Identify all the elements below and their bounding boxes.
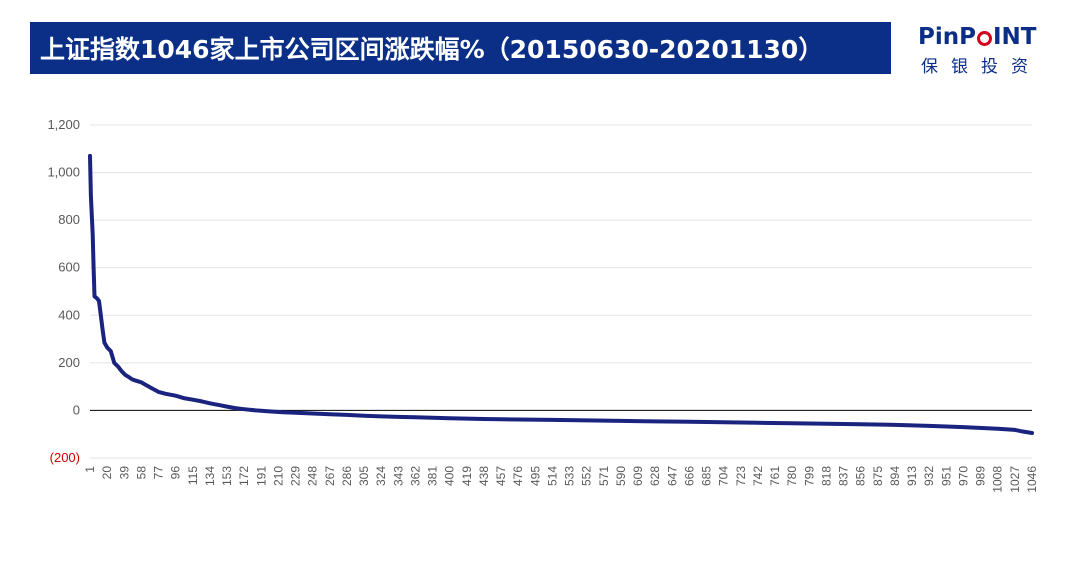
series-line — [88, 153, 1034, 435]
x-tick-label: 818 — [819, 466, 833, 486]
logo-word-right: INT — [992, 24, 1037, 50]
x-tick-label: 590 — [614, 466, 628, 486]
page-title: 上证指数1046家上市公司区间涨跌幅%（20150630-20201130） — [30, 22, 891, 74]
y-tick-label: 800 — [58, 212, 80, 227]
x-tick-label: 647 — [665, 466, 679, 486]
x-tick-label: 704 — [717, 466, 731, 486]
y-tick-label: 0 — [73, 402, 80, 417]
x-tick-label: 115 — [186, 466, 200, 485]
chart-series — [88, 153, 1034, 435]
x-tick-label: 267 — [323, 466, 337, 486]
x-tick-label: 533 — [563, 466, 577, 486]
x-tick-label: 305 — [357, 466, 371, 486]
x-tick-label: 476 — [511, 466, 525, 486]
x-tick-label: 1046 — [1025, 466, 1039, 493]
y-tick-label: 400 — [58, 307, 80, 322]
x-tick-label: 666 — [682, 466, 696, 486]
x-tick-label: 951 — [939, 466, 953, 486]
x-tick-label: 324 — [374, 466, 388, 486]
x-tick-label: 1008 — [991, 466, 1005, 493]
x-tick-label: 628 — [648, 466, 662, 486]
x-tick-label: 514 — [545, 466, 559, 486]
x-tick-label: 438 — [477, 466, 491, 486]
x-tick-label: 58 — [134, 466, 148, 480]
x-tick-label: 723 — [734, 466, 748, 486]
red-ring-o-icon — [976, 30, 992, 46]
x-tick-label: 989 — [974, 466, 988, 486]
x-tick-label: 875 — [871, 466, 885, 486]
x-tick-label: 609 — [631, 466, 645, 486]
x-tick-label: 894 — [888, 466, 902, 486]
x-tick-label: 381 — [426, 466, 440, 486]
x-tick-label: 191 — [254, 466, 268, 486]
x-tick-label: 362 — [408, 466, 422, 486]
y-axis: 1,200 1,000 800 600 400 200 0 (200) — [47, 117, 80, 465]
logo-word-left: PinP — [918, 24, 976, 50]
x-tick-label: 571 — [597, 466, 611, 486]
page-title-text: 上证指数1046家上市公司区间涨跌幅%（20150630-20201130） — [40, 35, 824, 64]
y-tick-label: 1,000 — [47, 165, 80, 180]
x-tick-label: 685 — [700, 466, 714, 486]
x-tick-label: 419 — [460, 466, 474, 486]
x-tick-label: 495 — [528, 466, 542, 486]
pinpoint-logo: PinP INT 保银投资 — [918, 22, 1058, 78]
x-tick-label: 286 — [340, 466, 354, 486]
x-tick-label: 761 — [768, 466, 782, 486]
x-tick-label: 172 — [237, 466, 251, 486]
x-tick-label: 134 — [203, 466, 217, 486]
x-tick-label: 39 — [117, 466, 131, 480]
logo-subtitle: 保银投资 — [921, 57, 1041, 77]
logo-wordmark: PinP INT — [918, 22, 1058, 52]
y-tick-label: 1,200 — [47, 117, 80, 132]
x-tick-label: 837 — [837, 466, 851, 486]
x-axis: 1 20 39 58 77 96 115 134 153 172 191 210 229 248 267 28… — [83, 466, 1039, 493]
x-tick-label: 400 — [443, 466, 457, 486]
x-tick-label: 343 — [391, 466, 405, 486]
y-tick-label: (200) — [50, 450, 80, 465]
x-tick-label: 229 — [289, 466, 303, 486]
x-tick-label: 210 — [271, 466, 285, 486]
x-tick-label: 1 — [83, 466, 97, 473]
x-tick-label: 780 — [785, 466, 799, 486]
x-tick-label: 932 — [922, 466, 936, 486]
x-tick-label: 153 — [220, 466, 234, 486]
y-tick-label: 200 — [58, 355, 80, 370]
x-tick-label: 552 — [580, 466, 594, 486]
x-tick-label: 856 — [854, 466, 868, 486]
x-tick-label: 96 — [169, 466, 183, 480]
x-tick-label: 913 — [905, 466, 919, 486]
x-tick-label: 77 — [152, 466, 166, 480]
x-tick-label: 1027 — [1008, 466, 1022, 493]
x-tick-label: 742 — [751, 466, 765, 486]
x-tick-label: 457 — [494, 466, 508, 486]
x-tick-label: 248 — [306, 466, 320, 486]
y-tick-label: 600 — [58, 260, 80, 275]
x-tick-label: 970 — [956, 466, 970, 486]
x-tick-label: 20 — [100, 466, 114, 480]
x-tick-label: 799 — [802, 466, 816, 486]
